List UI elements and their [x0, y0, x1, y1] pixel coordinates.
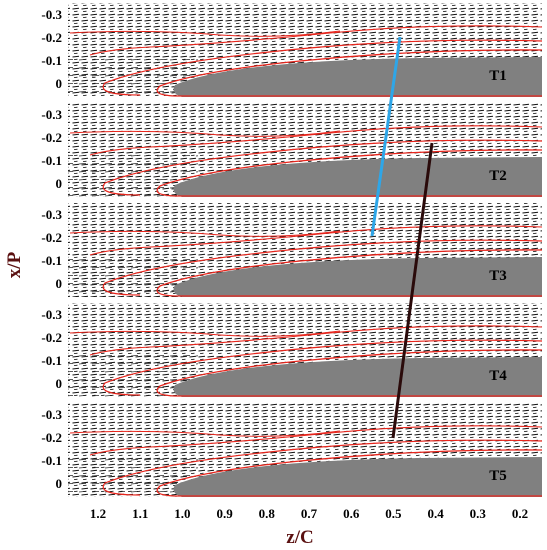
- contour-line-outer: [89, 425, 543, 456]
- y-tick-label: -0.3: [41, 7, 62, 22]
- panel-label: T5: [489, 468, 507, 484]
- x-tick-label: 1.1: [132, 506, 148, 521]
- x-tick-label: 1.2: [90, 506, 106, 521]
- x-tick-label: 0.3: [470, 506, 487, 521]
- x-axis-title: z/C: [286, 527, 313, 548]
- contour-line-middle: [102, 139, 543, 196]
- y-tick-label: -0.3: [41, 107, 62, 122]
- y-tick-label: -0.3: [41, 307, 62, 322]
- panel-label: T2: [489, 168, 507, 184]
- y-tick-label: -0.2: [41, 30, 62, 45]
- panel-label: T1: [489, 68, 507, 84]
- contour-line-inner: [156, 149, 543, 197]
- blade-shape: [173, 57, 542, 97]
- y-tick-label: -0.1: [41, 353, 62, 368]
- panel-t5: T5: [68, 403, 543, 501]
- blade-shape: [173, 357, 542, 397]
- panel-t3: T3: [68, 203, 543, 301]
- x-tick-label: 0.8: [259, 506, 276, 521]
- y-tick-label: -0.1: [41, 153, 62, 168]
- contour-line-outer: [89, 325, 543, 356]
- contour-line-inner: [156, 49, 543, 97]
- panel-t1: T1: [68, 3, 543, 101]
- contour-line-middle: [102, 239, 543, 296]
- y-tick-label: 0: [56, 76, 63, 91]
- contour-line-inner: [156, 249, 543, 297]
- contour-line-inner: [156, 349, 543, 397]
- blade-shape: [173, 457, 542, 497]
- shock-line-dark: [391, 142, 434, 439]
- y-tick-label: -0.2: [41, 130, 62, 145]
- contour-line-upper: [69, 230, 341, 237]
- y-tick-label: -0.2: [41, 230, 62, 245]
- y-tick-label: -0.1: [41, 53, 62, 68]
- contour-line-outer: [89, 25, 543, 56]
- y-tick-label: 0: [56, 276, 63, 291]
- blade-shape: [173, 257, 542, 297]
- contour-line-upper: [69, 330, 341, 337]
- x-tick-label: 0.2: [512, 506, 528, 521]
- y-tick-label: -0.3: [41, 407, 62, 422]
- contour-line-upper: [69, 30, 341, 37]
- x-tick-label: 0.9: [216, 506, 233, 521]
- x-tick-label: 0.5: [385, 506, 402, 521]
- contour-line-middle: [102, 39, 543, 96]
- y-tick-label: -0.3: [41, 207, 62, 222]
- shock-line-blue: [370, 36, 402, 237]
- y-tick-label: -0.2: [41, 330, 62, 345]
- contour-line-upper: [69, 130, 341, 137]
- panel-label: T4: [489, 368, 507, 384]
- x-tick-label: 1.0: [174, 506, 190, 521]
- y-tick-label: -0.1: [41, 253, 62, 268]
- y-tick-label: -0.2: [41, 430, 62, 445]
- contour-line-outer: [89, 125, 543, 156]
- blade-shape: [173, 157, 542, 197]
- contour-line-middle: [102, 439, 543, 496]
- x-tick-label: 0.4: [427, 506, 444, 521]
- y-tick-label: 0: [56, 376, 63, 391]
- contour-line-middle: [102, 339, 543, 396]
- panel-t4: T4: [68, 303, 543, 401]
- contour-line-outer: [89, 225, 543, 256]
- contour-line-upper: [69, 430, 341, 437]
- panel-t2: T2: [68, 103, 543, 201]
- contour-line-inner: [156, 449, 543, 497]
- y-axis-title: x/P: [4, 251, 25, 278]
- y-tick-label: 0: [56, 476, 63, 491]
- y-tick-label: 0: [56, 176, 63, 191]
- y-tick-label: -0.1: [41, 453, 62, 468]
- x-tick-label: 0.7: [301, 506, 318, 521]
- panel-label: T3: [489, 268, 507, 284]
- x-tick-label: 0.6: [343, 506, 360, 521]
